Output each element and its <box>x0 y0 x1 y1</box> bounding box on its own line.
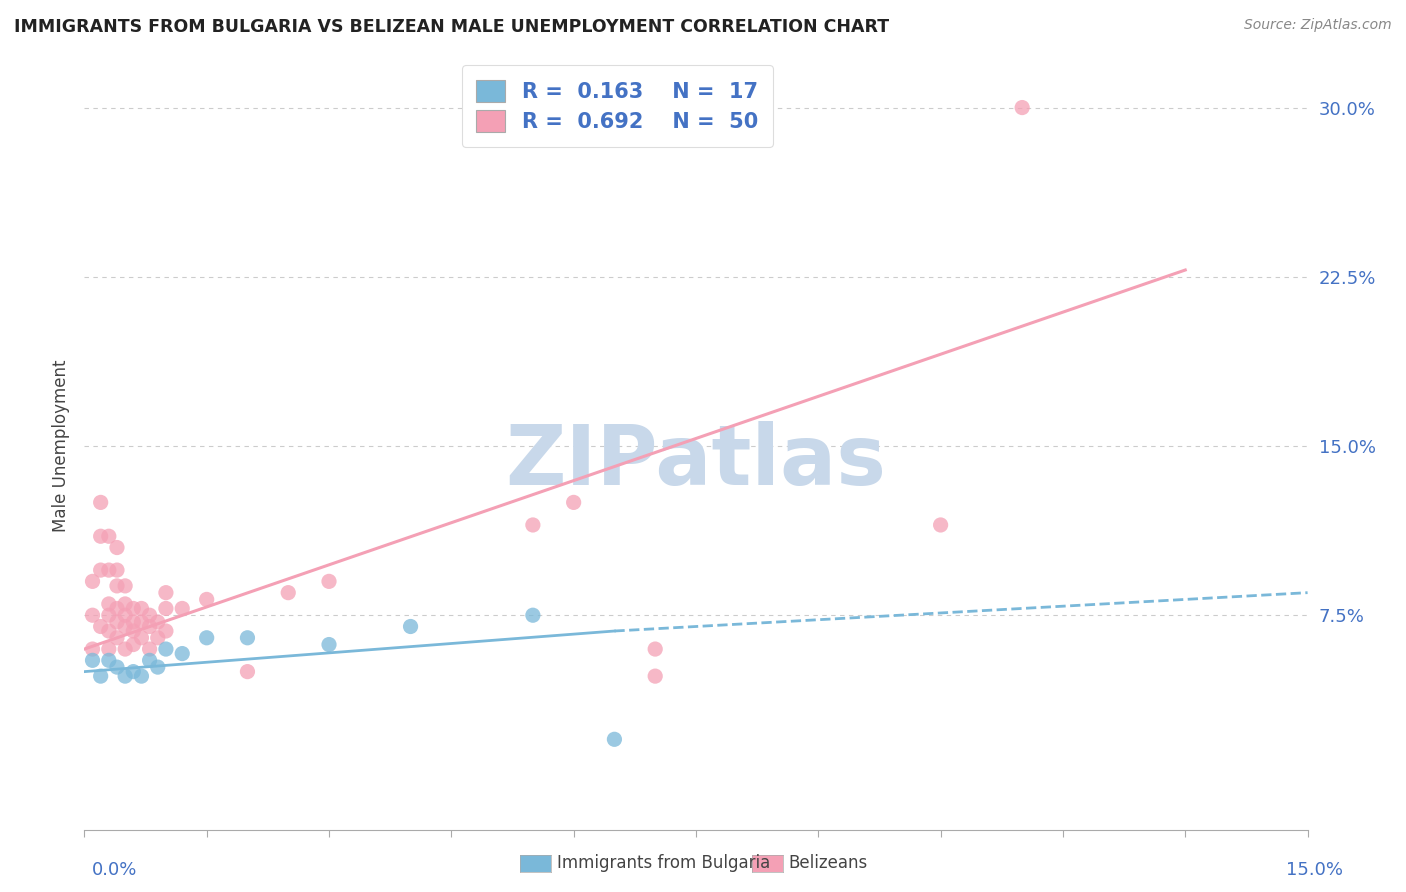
Point <box>97 529 120 543</box>
Point <box>236 631 259 645</box>
Point <box>146 660 169 674</box>
Text: 0.0%: 0.0% <box>91 861 136 879</box>
Point <box>146 631 169 645</box>
Point <box>114 642 136 657</box>
Point <box>105 563 128 577</box>
Point <box>138 608 160 623</box>
Point <box>131 601 153 615</box>
Text: Immigrants from Bulgaria: Immigrants from Bulgaria <box>557 855 770 872</box>
Point <box>195 631 218 645</box>
Point <box>195 592 218 607</box>
Point <box>155 601 177 615</box>
Point <box>155 624 177 638</box>
Point <box>172 601 194 615</box>
Point <box>277 585 299 599</box>
Point <box>90 529 112 543</box>
Point <box>82 653 104 667</box>
Point <box>172 647 194 661</box>
Point <box>114 608 136 623</box>
Text: 15.0%: 15.0% <box>1285 861 1343 879</box>
Point <box>131 615 153 629</box>
Point <box>155 585 177 599</box>
Text: Belizeans: Belizeans <box>789 855 868 872</box>
Point <box>97 608 120 623</box>
Point <box>105 541 128 555</box>
Point <box>90 495 112 509</box>
Point <box>114 669 136 683</box>
Point <box>90 669 112 683</box>
Point <box>105 579 128 593</box>
Point <box>131 631 153 645</box>
Point <box>522 608 544 623</box>
Point <box>105 601 128 615</box>
Point <box>82 642 104 657</box>
Point <box>97 624 120 638</box>
Point <box>318 574 340 589</box>
Point <box>155 642 177 657</box>
Point <box>146 615 169 629</box>
Point <box>399 619 422 633</box>
Text: IMMIGRANTS FROM BULGARIA VS BELIZEAN MALE UNEMPLOYMENT CORRELATION CHART: IMMIGRANTS FROM BULGARIA VS BELIZEAN MAL… <box>14 18 889 36</box>
Point <box>105 631 128 645</box>
Point <box>82 608 104 623</box>
Text: Source: ZipAtlas.com: Source: ZipAtlas.com <box>1244 18 1392 32</box>
Point <box>122 601 145 615</box>
Point <box>236 665 259 679</box>
Point <box>644 642 666 657</box>
Point <box>929 518 952 533</box>
Point <box>122 615 145 629</box>
Point <box>114 597 136 611</box>
Point <box>114 579 136 593</box>
Point <box>97 653 120 667</box>
Point <box>122 624 145 638</box>
Point <box>522 518 544 533</box>
Point <box>97 642 120 657</box>
Point <box>138 642 160 657</box>
Point <box>97 563 120 577</box>
Point <box>138 619 160 633</box>
Text: ZIPatlas: ZIPatlas <box>506 421 886 502</box>
Point <box>131 669 153 683</box>
Point <box>122 638 145 652</box>
Point <box>138 653 160 667</box>
Point <box>603 732 626 747</box>
Point <box>1011 101 1033 115</box>
Point <box>122 665 145 679</box>
Point <box>644 669 666 683</box>
Point <box>105 660 128 674</box>
Legend: R =  0.163    N =  17, R =  0.692    N =  50: R = 0.163 N = 17, R = 0.692 N = 50 <box>461 65 773 147</box>
Point <box>97 597 120 611</box>
Y-axis label: Male Unemployment: Male Unemployment <box>52 359 70 533</box>
Point <box>105 615 128 629</box>
Point <box>114 619 136 633</box>
Point <box>90 619 112 633</box>
Point <box>90 563 112 577</box>
Point <box>318 638 340 652</box>
Point <box>562 495 585 509</box>
Point <box>82 574 104 589</box>
